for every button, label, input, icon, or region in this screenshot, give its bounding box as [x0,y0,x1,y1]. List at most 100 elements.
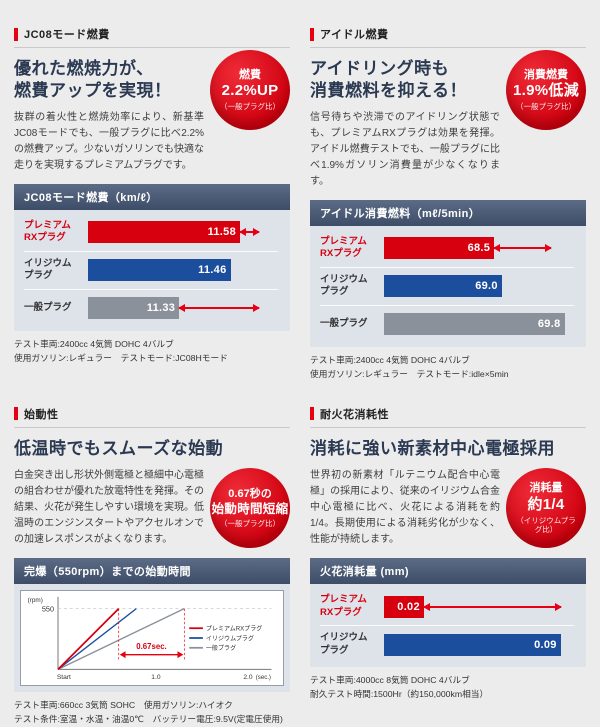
badge-sub: （一般プラグ比） [220,518,280,528]
badge-top: 0.67秒の [228,488,272,501]
bar-label: イリジウム プラグ [320,274,368,298]
x-tick-start: Start [57,674,71,681]
red-bar-icon [310,407,314,421]
fuel-save-badge: 消費燃費 1.9%低減 （一般プラグ比） [506,50,586,130]
bar: 0.09 [384,633,561,656]
section-tag: 始動性 [24,408,59,421]
bar: 11.33 [88,297,180,320]
note-line: 耐久テスト時間:1500Hr（約150,000km相当） [310,689,489,700]
startup-time-plot: (rpm) 550 0.67sec. プレミアムRXプラグ イリジウムプラグ [20,590,284,687]
bar-label: プレミアム RXプラグ [24,220,71,244]
intro: 優れた燃焼力が、 燃費アップを実現！ 抜群の着火性と燃焼効率により、新基準JC0… [14,48,290,174]
bar-row: イリジウム プラグ 0.09 [320,626,574,663]
bar-value: 0.02 [397,600,420,613]
bar-chart-jc08: プレミアム RXプラグ 11.58 イリジウム プラグ 11.46 一般プラグ 11.33 [14,209,290,331]
x-tick-2: 2.0 [243,674,253,681]
bar-value: 11.46 [198,264,227,277]
chart-startup: 完爆（550rpm）までの始動時間 (rpm) 550 0.6 [14,558,290,693]
diff-arrow [240,231,259,234]
section-header: JC08モード燃費 [14,26,290,48]
bar: 69.8 [384,313,565,336]
note-line: テスト車両:4000cc 8気筒 DOHC 4バルブ [310,675,470,686]
bar-value: 69.0 [475,280,498,293]
bar: 69.0 [384,275,502,298]
section-tag: 耐火花消耗性 [320,408,389,421]
body-text: 世界初の新素材「ルテニウム配合中心電極」の採用により、従来のイリジウム合金中心電… [310,470,500,546]
section-startability: 始動性 低温時でもスムーズな始動 白金突き出し形状外側電極と極細中心電極の組合わ… [14,406,290,727]
bar-track: 11.46 [88,259,278,282]
chart-title: 完爆（550rpm）までの始動時間 [14,558,290,585]
badge-sub: （一般プラグ比） [516,102,576,112]
bar: 0.02 [384,595,424,618]
headline: 低温時でもスムーズな始動 [14,438,224,458]
bar-track: 11.33 [88,297,278,320]
diff-arrow [423,605,561,608]
chart-spark-wear: 火花消耗量 (mm) プレミアム RXプラグ 0.02 イリジウム プラグ 0.09 [310,558,586,668]
legend-label: 一般プラグ [206,644,236,652]
legend-label: プレミアムRXプラグ [206,625,263,633]
intro: 世界初の新素材「ルテニウム配合中心電極」の採用により、従来のイリジウム合金中心電… [310,466,586,549]
bar-label: プレミアム RXプラグ [320,236,367,260]
y-axis-label: (rpm) [28,597,43,604]
bar-label: 一般プラグ [24,302,72,314]
bar-track: 69.0 [384,275,574,298]
test-notes: テスト車両:2400cc 4気筒 DOHC 4バルブ 使用ガソリン:レギュラー … [14,338,290,366]
diff-annotation: 0.67sec. [136,642,166,651]
section-header: 耐火花消耗性 [310,406,586,428]
badge-sub: （イリジウムプラグ比） [516,515,576,534]
bar-value: 0.09 [534,638,557,651]
series-line-premium-rx [57,608,120,671]
diff-arrow [494,247,552,250]
bar-track: 0.09 [384,633,574,656]
bar-row: イリジウム プラグ 11.46 [24,252,278,290]
note-line: 使用ガソリン:レギュラー テストモード:idle×5min [310,368,509,379]
x-axis-unit: (sec.) [256,675,271,681]
bar-track: 69.8 [384,313,574,336]
headline: 優れた燃焼力が、 燃費アップを実現！ [14,59,172,101]
startup-time-badge: 0.67秒の 始動時間短縮 （一般プラグ比） [210,468,290,549]
chart-idle: アイドル消費燃料（mℓ/5min） プレミアム RXプラグ 68.5 イリジウム プ… [310,199,586,347]
section-header: 始動性 [14,406,290,428]
section-header: アイドル燃費 [310,26,586,48]
test-notes: テスト車両:660cc 3気筒 SOHC 使用ガソリン:ハイオク テスト条件:室… [14,699,290,727]
badge-top: 燃費 [239,68,261,81]
chart-title: アイドル消費燃料（mℓ/5min） [310,199,586,226]
section-idle-fuel: アイドル燃費 アイドリング時も 消費燃料を抑える！ 信号待ちや渋滞でのアイドリン… [310,26,586,382]
test-notes: テスト車両:4000cc 8気筒 DOHC 4バルブ 耐久テスト時間:1500H… [310,674,586,702]
bar-row: プレミアム RXプラグ 68.5 [320,230,574,268]
badge-main: 始動時間短縮 [211,502,289,517]
note-line: テスト車両:2400cc 4気筒 DOHC 4バルブ [310,354,470,365]
section-tag: アイドル燃費 [320,29,389,41]
bar-row: 一般プラグ 69.8 [320,306,574,343]
bar-track: 68.5 [384,237,574,260]
bar-label: イリジウム プラグ [24,258,72,282]
section-spark-wear: 耐火花消耗性 消耗に強い新素材中心電極採用 世界初の新素材「ルテニウム配合中心電… [310,406,586,727]
bar-row: 一般プラグ 11.33 [24,290,278,327]
series-line-standard [57,608,185,671]
badge-main: 2.2%UP [221,82,279,100]
headline: アイドリング時も 消費燃料を抑える！ [310,59,467,101]
bar-value: 69.8 [537,318,561,331]
badge-top: 消耗量 [529,482,563,495]
bar-label: 一般プラグ [320,318,368,330]
bar-value: 11.58 [207,226,236,239]
x-tick-1: 1.0 [151,674,161,681]
bar-chart-idle: プレミアム RXプラグ 68.5 イリジウム プラグ 69.0 一般プラグ 69.8 [310,225,586,347]
bar: 68.5 [384,237,495,260]
badge-main: 1.9%低減 [513,82,579,100]
bar-value: 68.5 [467,242,491,255]
body-text: 信号待ちや渋滞でのアイドリング状態でも、プレミアムRXプラグは効果を発揮。アイド… [310,111,500,187]
fuel-up-badge: 燃費 2.2%UP （一般プラグ比） [210,50,290,130]
diff-arrow [179,307,259,310]
note-line: 使用ガソリン:レギュラー テストモード:JC08Hモード [14,352,228,363]
badge-sub: （一般プラグ比） [220,102,280,112]
legend-label: イリジウムプラグ [206,635,254,643]
body-text: 抜群の着火性と燃焼効率により、新基準JC08モードでも、一般プラグに比べ2.2%… [14,111,204,171]
intro: 白金突き出し形状外側電極と極細中心電極の組合わせが優れた放電特性を発揮。その結果… [14,466,290,549]
headline: 消耗に強い新素材中心電極採用 [310,438,555,458]
body-text: 白金突き出し形状外側電極と極細中心電極の組合わせが優れた放電特性を発揮。その結果… [14,470,204,546]
chart-title: 火花消耗量 (mm) [310,558,586,585]
chart-title: JC08モード燃費（km/ℓ） [14,183,290,210]
arrow-head-icon [119,651,126,659]
